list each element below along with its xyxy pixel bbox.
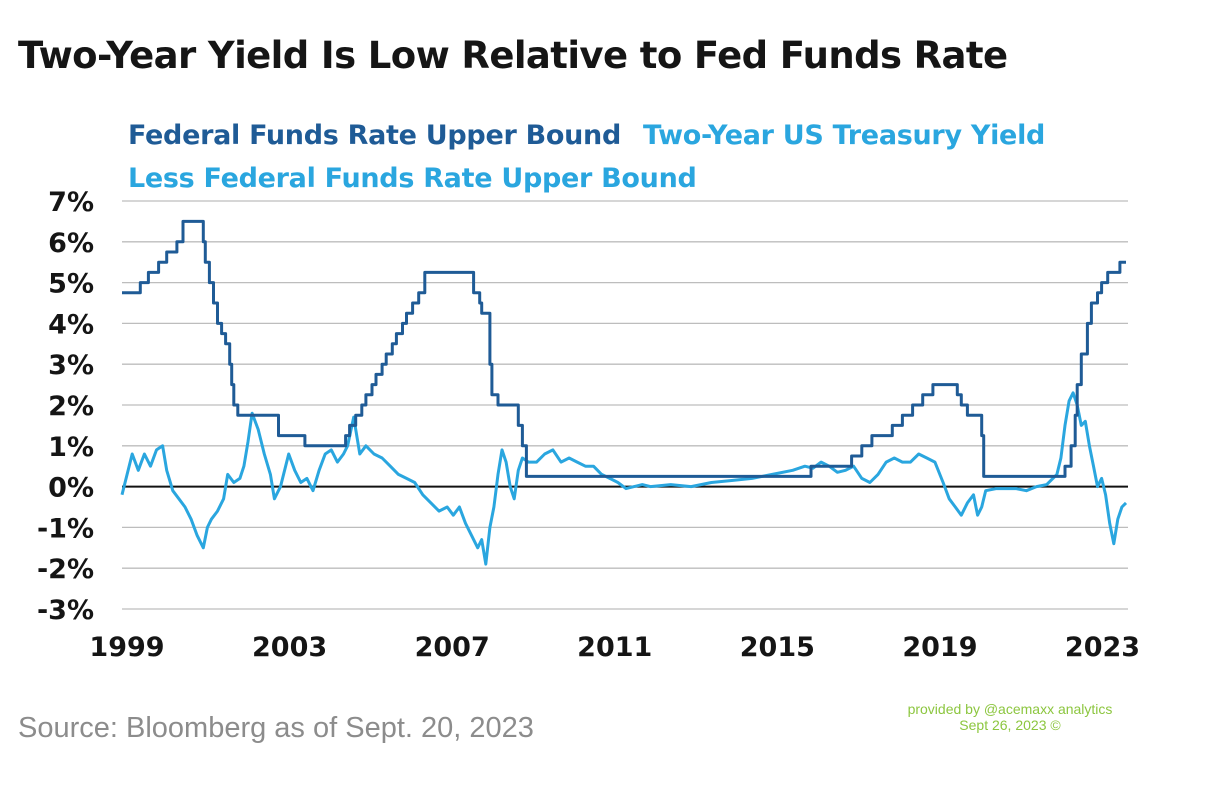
legend: Federal Funds Rate Upper Bound Two-Year U… (128, 114, 1045, 200)
x-axis-ticks: 1999 2003 2007 2011 2015 2019 2023 (89, 632, 1140, 663)
x-tick-label: 2015 (740, 632, 815, 663)
gridlines (122, 200, 1128, 610)
y-tick-label: 1% (48, 432, 94, 463)
y-tick-label: 6% (48, 228, 94, 259)
legend-item-two-year-spread-line2: Less Federal Funds Rate Upper Bound (128, 163, 697, 194)
y-tick-label: -2% (37, 554, 94, 585)
x-tick-label: 2003 (252, 632, 327, 663)
y-tick-label: 2% (48, 391, 94, 422)
chart-title: Two-Year Yield Is Low Relative to Fed Fu… (18, 34, 1008, 77)
x-tick-label: 2007 (415, 632, 490, 663)
credit-line-2: Sept 26, 2023 © (959, 717, 1061, 733)
y-tick-label: 5% (48, 269, 94, 300)
legend-item-two-year-spread-line1: Two-Year US Treasury Yield (642, 120, 1046, 151)
y-tick-label: 0% (48, 473, 94, 504)
source-note: Source: Bloomberg as of Sept. 20, 2023 (18, 712, 534, 744)
series-line-fed-funds-rate (122, 219, 1126, 478)
x-tick-label: 1999 (89, 632, 164, 663)
series-lines (120, 219, 1128, 566)
credit-line-1: provided by @acemaxx analytics (907, 701, 1113, 717)
legend-item-fed-funds: Federal Funds Rate Upper Bound (128, 120, 621, 151)
x-tick-label: 2011 (577, 632, 652, 663)
x-tick-label: 2019 (902, 632, 977, 663)
y-tick-label: 4% (48, 309, 94, 340)
y-tick-label: 3% (48, 350, 94, 381)
x-tick-label: 2023 (1065, 632, 1140, 663)
y-tick-label: 7% (48, 187, 94, 218)
y-tick-label: -1% (37, 513, 94, 544)
y-tick-label: -3% (37, 595, 94, 626)
credit-watermark: provided by @acemaxx analytics Sept 26, … (880, 701, 1140, 733)
series-line-two-year-spread (120, 391, 1128, 566)
y-axis-ticks: 7% 6% 5% 4% 3% 2% 1% 0% -1% -2% -3% (37, 187, 94, 626)
